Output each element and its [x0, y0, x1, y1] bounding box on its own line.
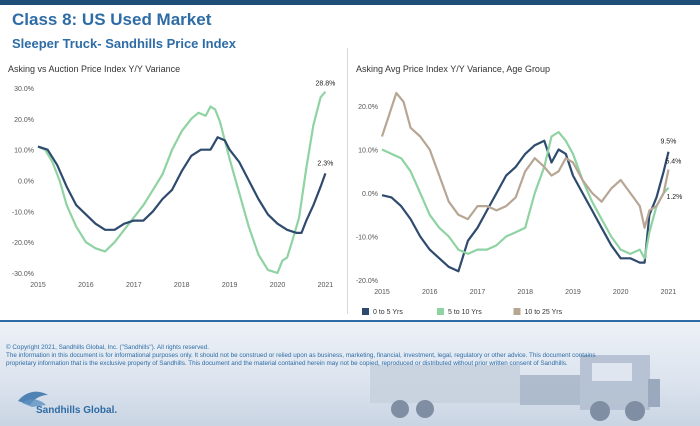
footer-divider-line	[0, 320, 700, 322]
legend-label: 10 to 25 Yrs	[525, 309, 563, 316]
page-title: Class 8: US Used Market	[12, 10, 212, 29]
series-line	[37, 90, 327, 275]
x-tick-label: 2018	[517, 289, 533, 296]
x-tick-label: 2021	[318, 282, 334, 289]
y-tick-label: -10.0%	[356, 235, 378, 242]
series-end-label: 28.8%	[315, 81, 335, 88]
copyright-text: © Copyright 2021, Sandhills Global, Inc.…	[6, 344, 210, 351]
x-tick-label: 2020	[270, 282, 286, 289]
x-tick-label: 2019	[222, 282, 238, 289]
x-tick-label: 2015	[374, 289, 390, 296]
x-tick-label: 2017	[470, 289, 486, 296]
series-end-label: 5.4%	[665, 159, 681, 166]
series-end-label: 9.5%	[660, 139, 676, 146]
legend-label: 5 to 10 Yrs	[448, 309, 482, 316]
y-tick-label: 10.0%	[14, 148, 34, 155]
y-tick-label: 0.0%	[362, 191, 378, 198]
y-tick-label: 0.0%	[18, 179, 34, 186]
y-tick-label: -10.0%	[12, 209, 34, 216]
x-tick-label: 2016	[78, 282, 94, 289]
y-tick-label: 20.0%	[358, 104, 378, 111]
x-tick-label: 2017	[126, 282, 142, 289]
y-tick-label: -20.0%	[356, 278, 378, 285]
series-line	[381, 139, 670, 273]
y-tick-label: -30.0%	[12, 271, 34, 278]
y-tick-label: 30.0%	[14, 86, 34, 93]
y-tick-label: 10.0%	[358, 148, 378, 155]
chart-title: Asking vs Auction Price Index Y/Y Varian…	[8, 64, 180, 74]
page-subtitle: Sleeper Truck- Sandhills Price Index	[12, 36, 236, 51]
x-tick-label: 2016	[422, 289, 438, 296]
sandhills-logo	[18, 391, 48, 407]
chart-title: Asking Avg Price Index Y/Y Variance, Age…	[356, 64, 550, 74]
series-line	[381, 130, 670, 260]
y-tick-label: 20.0%	[14, 117, 34, 124]
x-tick-label: 2020	[613, 289, 629, 296]
series-end-label: 1.2%	[666, 194, 682, 201]
x-tick-label: 2019	[565, 289, 581, 296]
series-end-label: 2.3%	[317, 160, 333, 167]
disclaimer-text: The information in this document is for …	[6, 352, 596, 367]
x-tick-label: 2021	[661, 289, 677, 296]
x-tick-label: 2018	[174, 282, 190, 289]
legend-swatch	[437, 308, 444, 315]
x-tick-label: 2015	[30, 282, 46, 289]
legend-swatch	[513, 308, 521, 315]
chart-divider	[347, 48, 348, 314]
chart-age-group: Asking Avg Price Index Y/Y Variance, Age…	[356, 64, 683, 316]
top-accent-bar	[0, 0, 700, 5]
y-tick-label: -20.0%	[12, 240, 34, 247]
legend-swatch	[362, 308, 369, 315]
logo-text: Sandhills Global.	[36, 405, 118, 416]
legend-label: 0 to 5 Yrs	[373, 309, 403, 316]
chart-asking-vs-auction: Asking vs Auction Price Index Y/Y Varian…	[8, 64, 335, 289]
series-line	[380, 91, 670, 229]
series-line	[37, 136, 327, 234]
truck-image	[370, 355, 660, 421]
